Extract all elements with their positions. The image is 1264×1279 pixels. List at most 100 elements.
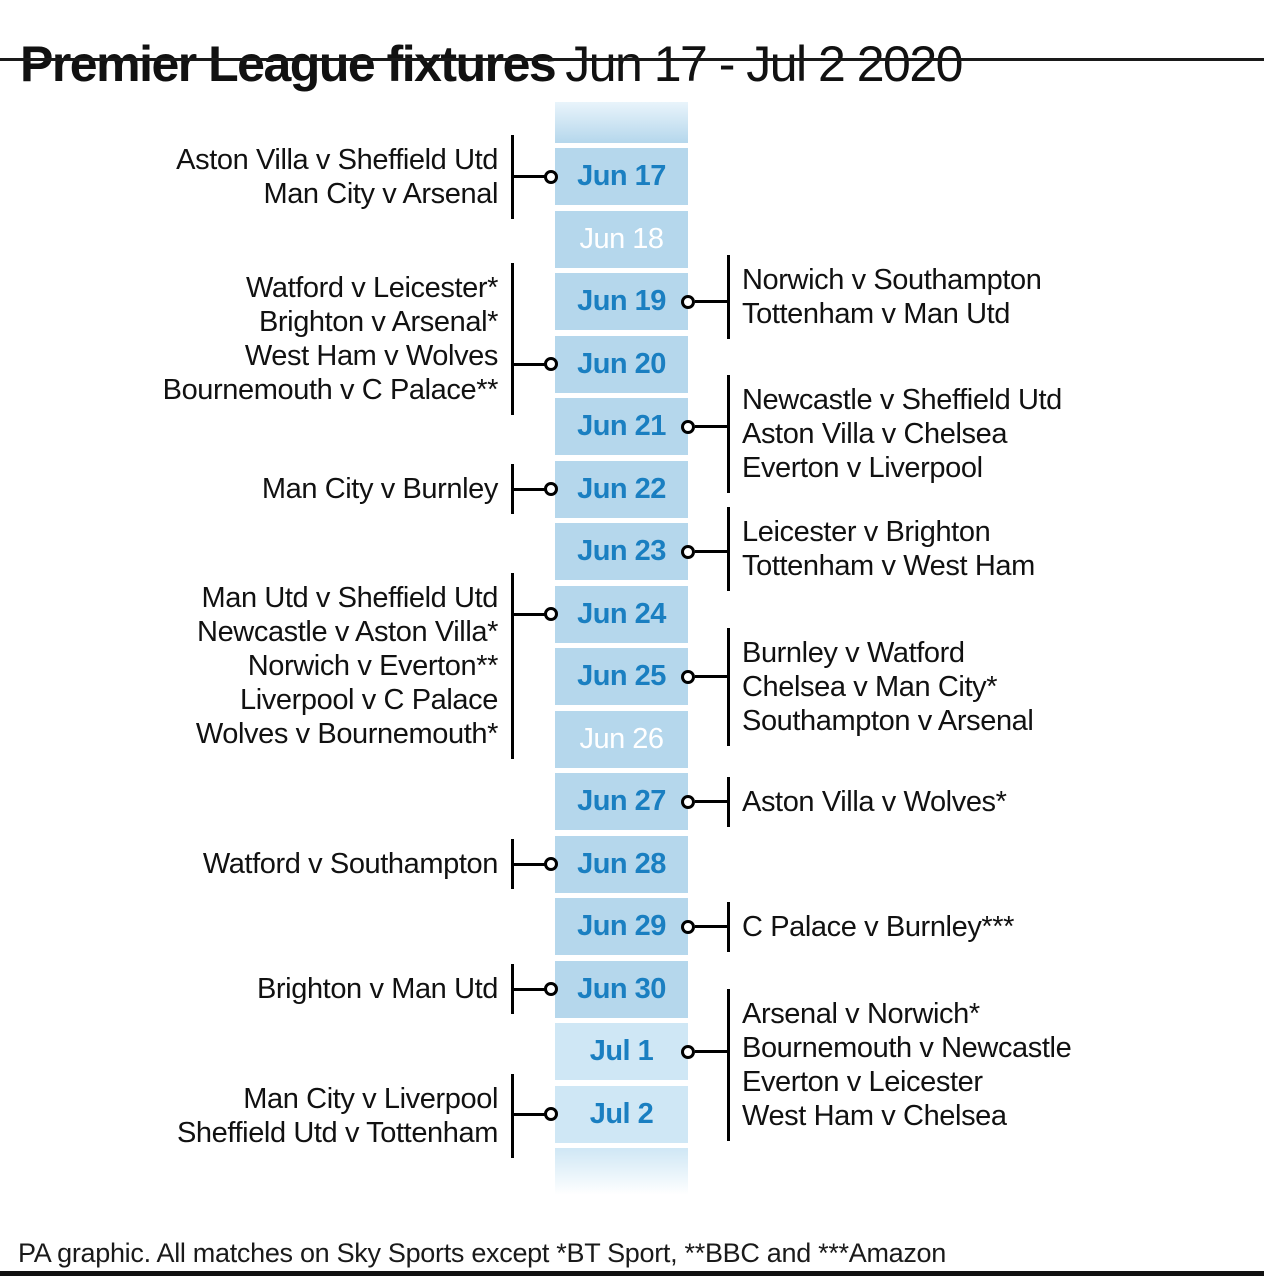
- fixture-line: Tottenham v Man Utd: [742, 297, 1011, 330]
- bracket-line: [511, 839, 514, 889]
- timeline-connector: [514, 612, 545, 616]
- fixture-line: Norwich v Everton**: [247, 650, 499, 682]
- date-label: Jun 17: [577, 160, 666, 192]
- bottom-bar: [0, 1271, 1264, 1276]
- fixture-line: Bournemouth v Newcastle: [742, 1031, 1072, 1064]
- fixture-line: Watford v Leicester*: [245, 272, 498, 304]
- connector-circle: [681, 1044, 695, 1059]
- connector-circle: [681, 419, 695, 434]
- connector-circle: [544, 169, 558, 184]
- date-label: Jun 23: [577, 535, 666, 567]
- date-label: Jul 1: [589, 1035, 654, 1067]
- fixture-group-jun-22: Man City v Burnley: [0, 472, 499, 506]
- timeline-connector: [514, 175, 545, 178]
- date-label: Jun 24: [577, 597, 666, 630]
- date-cell-jun-20: Jun 20: [555, 335, 688, 393]
- fixture-line: Everton v Liverpool: [742, 451, 983, 484]
- timeline-connector: [695, 675, 727, 678]
- fixture-line: Man Utd v Sheffield Utd: [201, 582, 498, 614]
- bracket-line: [727, 776, 730, 827]
- title-rule: [0, 58, 1264, 61]
- connector-circle: [681, 294, 695, 309]
- fixture-line: Aston Villa v Chelsea: [742, 417, 1008, 450]
- fixture-line: West Ham v Wolves: [244, 340, 499, 372]
- date-label: Jun 26: [579, 722, 664, 755]
- date-label: Jun 29: [577, 910, 666, 942]
- date-cell-jun-30: Jun 30: [555, 960, 688, 1018]
- fixture-line: C Palace v Burnley***: [742, 910, 1015, 943]
- title-date-range: Jun 17 - Jul 2 2020: [565, 35, 963, 92]
- fixture-line: West Ham v Chelsea: [742, 1099, 1007, 1132]
- fixture-line: Wolves v Bournemouth*: [195, 718, 499, 750]
- fixture-group-jun-28: Watford v Southampton: [0, 847, 499, 881]
- date-label: Jun 27: [577, 785, 666, 817]
- bracket-line: [511, 134, 514, 219]
- connector-circle: [544, 607, 558, 621]
- timeline-connector: [514, 362, 545, 366]
- connector-circle: [544, 1107, 558, 1121]
- date-label: Jun 21: [577, 410, 666, 442]
- timeline-connector: [514, 487, 545, 491]
- bracket-line: [511, 1074, 514, 1158]
- fixture-line: Brighton v Arsenal*: [258, 306, 498, 338]
- timeline-bottom-cap: [555, 1148, 688, 1195]
- date-cell-jun-28: Jun 28: [555, 835, 688, 893]
- fixture-line: Newcastle v Sheffield Utd: [742, 383, 1062, 416]
- page-title: Premier League fixtures Jun 17 - Jul 2 20…: [20, 35, 963, 92]
- fixture-line: Watford v Southampton: [202, 848, 499, 880]
- fixture-line: Southampton v Arsenal: [742, 704, 1034, 737]
- fixture-line: Liverpool v C Palace: [240, 684, 498, 716]
- bracket-line: [727, 988, 730, 1141]
- fixture-line: Bournemouth v C Palace**: [162, 374, 499, 406]
- fixture-group-jun-21: Newcastle v Sheffield Utd Aston Villa v C…: [742, 383, 1262, 485]
- date-cell-jun-23: Jun 23: [555, 523, 688, 580]
- bracket-line: [511, 964, 514, 1014]
- fixture-line: Chelsea v Man City*: [742, 670, 998, 703]
- fixture-line: Everton v Leicester: [742, 1065, 983, 1098]
- timeline-connector: [695, 925, 727, 928]
- timeline-connector: [695, 550, 727, 553]
- connector-circle: [681, 669, 695, 684]
- fixture-line: Leicester v Brighton: [742, 515, 991, 548]
- date-cell-jun-17: Jun 17: [555, 148, 688, 205]
- fixture-group-jun-30: Brighton v Man Utd: [0, 972, 498, 1006]
- connector-circle: [544, 482, 558, 496]
- timeline-connector: [514, 862, 545, 866]
- date-cell-jun-22: Jun 22: [555, 460, 688, 518]
- date-cell-jun-25: Jun 25: [555, 648, 688, 705]
- fixture-group-jun-27: Aston Villa v Wolves*: [742, 785, 1262, 819]
- fixture-line: Norwich v Southampton: [742, 263, 1042, 296]
- fixture-line: Burnley v Watford: [742, 636, 965, 669]
- connector-circle: [544, 982, 558, 996]
- bracket-line: [727, 374, 730, 493]
- date-cell-jun-29: Jun 29: [555, 898, 688, 955]
- fixture-line: Newcastle v Aston Villa*: [197, 616, 498, 648]
- date-label: Jun 25: [577, 660, 666, 692]
- timeline-connector: [695, 300, 727, 303]
- fixture-line: Man City v Arsenal: [263, 177, 498, 210]
- bracket-line: [727, 506, 730, 591]
- credit-line: PA graphic. All matches on Sky Sports ex…: [18, 1238, 946, 1268]
- fixture-line: Sheffield Utd v Tottenham: [176, 1117, 498, 1149]
- timeline-connector: [695, 425, 727, 428]
- date-label: Jun 20: [577, 347, 666, 380]
- date-cell-jun-26: Jun 26: [555, 710, 688, 768]
- fixture-group-jun-19: Norwich v Southampton Tottenham v Man Utd: [742, 263, 1262, 331]
- connector-circle: [544, 857, 558, 871]
- fixture-group-jun-25: Burnley v Watford Chelsea v Man City* Sout…: [742, 636, 1262, 738]
- date-label: Jul 2: [589, 1097, 654, 1130]
- date-cell-jun-24: Jun 24: [555, 585, 688, 643]
- fixture-line: Aston Villa v Sheffield Utd: [176, 143, 498, 176]
- date-cell-jun-21: Jun 21: [555, 398, 688, 455]
- fixture-line: Arsenal v Norwich*: [742, 997, 980, 1030]
- connector-circle: [544, 357, 558, 371]
- fixture-line: Brighton v Man Utd: [256, 973, 498, 1005]
- fixture-group-jul-2: Man City v Liverpool Sheffield Utd v Tott…: [0, 1082, 498, 1150]
- bracket-line: [727, 254, 730, 339]
- timeline-top-cap: [555, 102, 688, 143]
- fixture-group-jul-1: Arsenal v Norwich* Bournemouth v Newcastl…: [742, 997, 1262, 1133]
- title-main: Premier League fixtures: [20, 35, 557, 92]
- connector-circle: [681, 794, 695, 809]
- fixture-group-jun-20: Watford v Leicester* Brighton v Arsenal* W…: [0, 271, 499, 407]
